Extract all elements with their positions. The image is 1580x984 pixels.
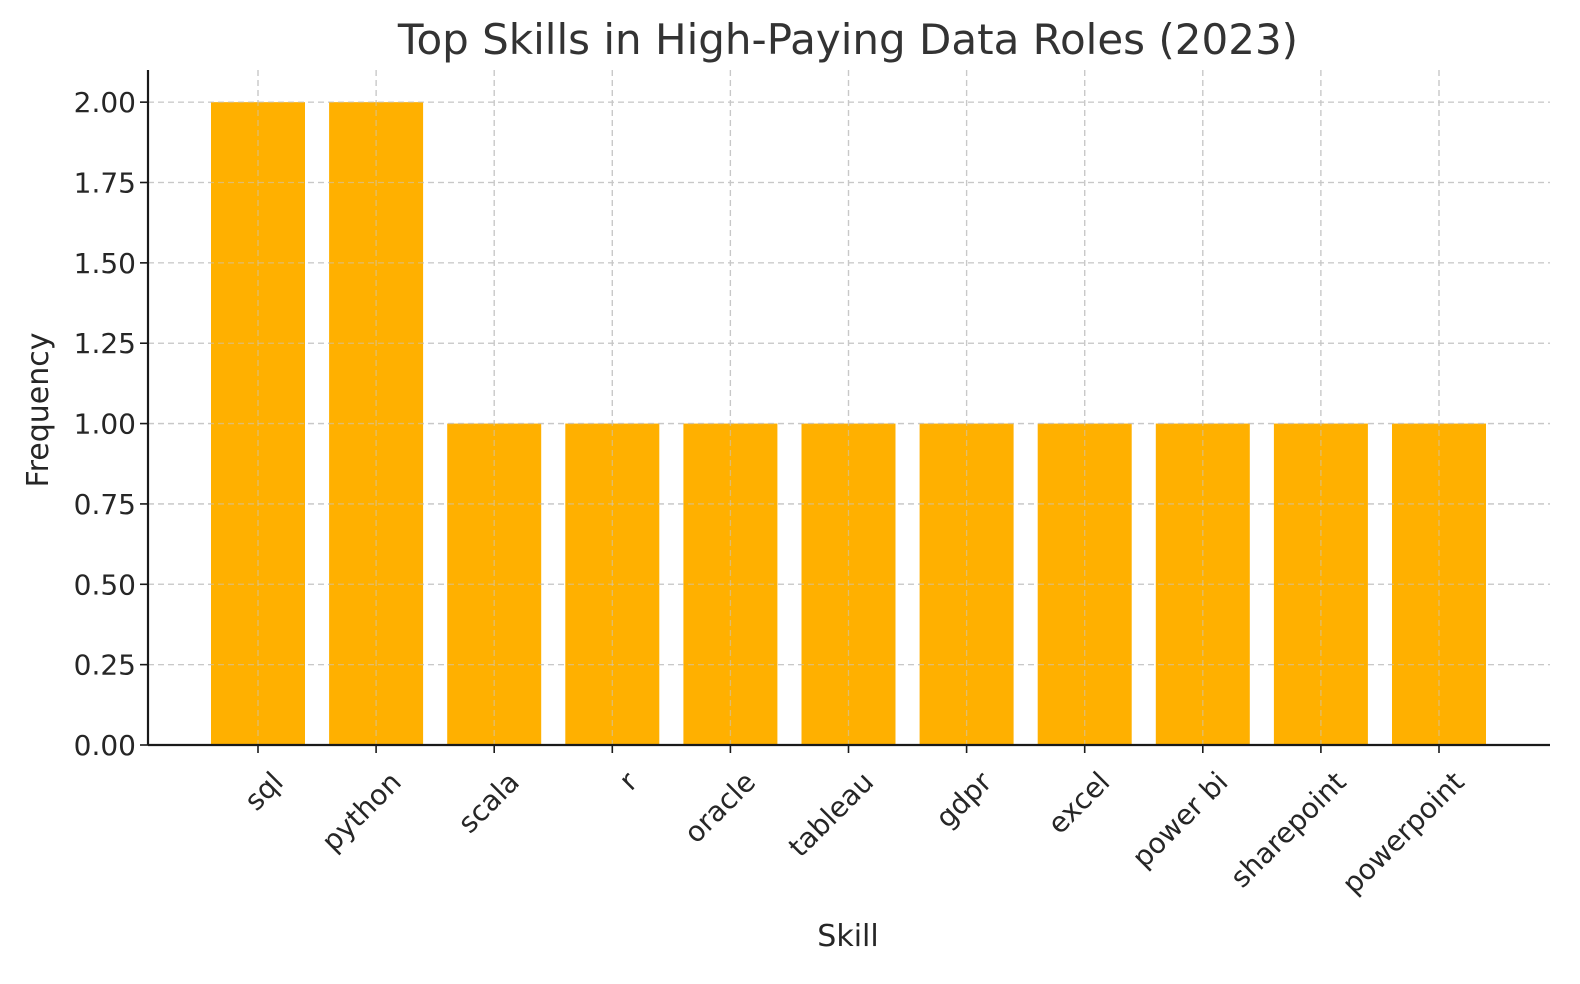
- y-tick-label: 0.25: [74, 649, 136, 682]
- x-tick-label: excel: [1041, 765, 1116, 840]
- bars: [148, 70, 1550, 746]
- y-tick-label: 1.75: [74, 167, 136, 200]
- x-tick-label: python: [315, 765, 408, 858]
- x-tick-label: powerpoint: [1336, 765, 1471, 900]
- x-axis-label: Skill: [817, 919, 878, 954]
- y-tick-label: 1.25: [74, 327, 136, 360]
- y-tick-label: 2.00: [74, 86, 136, 119]
- y-axis-label: Frequency: [21, 333, 56, 488]
- y-tick-label: 1.00: [74, 408, 136, 441]
- x-tick-label: oracle: [678, 765, 762, 849]
- x-tick-label: tableau: [782, 765, 880, 863]
- x-tick-label: power bi: [1126, 765, 1235, 874]
- x-tick-label: gdpr: [929, 765, 999, 835]
- x-tick-label: scala: [452, 765, 526, 839]
- y-tick-label: 0.75: [74, 488, 136, 521]
- axes: [140, 70, 1550, 753]
- x-tick-label: r: [612, 765, 644, 797]
- x-tick-label: sharepoint: [1224, 765, 1353, 894]
- chart-title: Top Skills in High-Paying Data Roles (20…: [397, 15, 1298, 64]
- y-tick-label: 0.00: [74, 729, 136, 762]
- y-tick-label: 1.50: [74, 247, 136, 280]
- x-tick-label: sql: [238, 765, 290, 817]
- y-tick-label: 0.50: [74, 568, 136, 601]
